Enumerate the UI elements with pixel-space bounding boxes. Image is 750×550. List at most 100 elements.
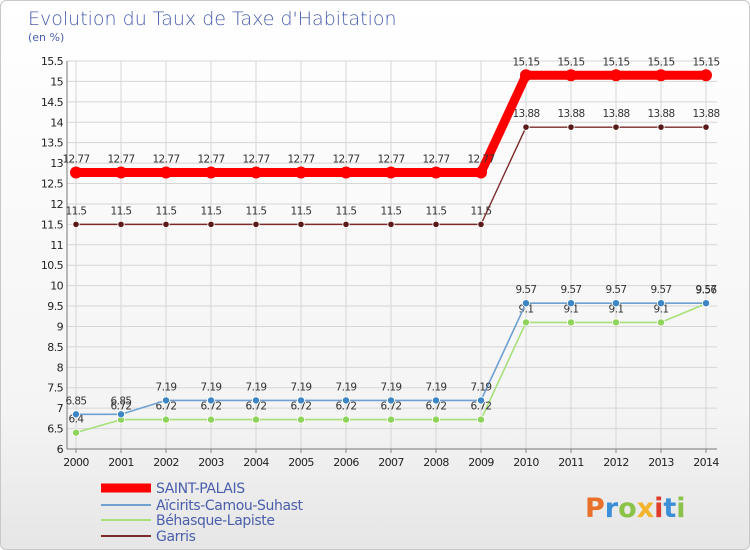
x-tick-label: 2006 — [333, 456, 359, 469]
y-tick-label: 15 — [50, 75, 63, 88]
chart-subtitle: (en %) — [28, 31, 64, 44]
y-tick-label: 12 — [50, 198, 63, 211]
data-label: 12.77 — [62, 153, 89, 165]
data-point — [162, 220, 170, 228]
data-point — [702, 123, 710, 131]
axes: 66.577.588.599.51010.51111.51212.51313.5… — [41, 55, 720, 469]
data-label: 6.72 — [336, 401, 357, 413]
data-point — [702, 299, 711, 308]
y-tick-label: 9.5 — [47, 300, 63, 313]
data-label: 6.72 — [111, 401, 132, 413]
data-label: 9.56 — [696, 285, 718, 297]
data-point — [341, 396, 350, 405]
legend-label: SAINT-PALAIS — [156, 481, 245, 497]
data-point — [475, 166, 487, 179]
data-point — [251, 415, 260, 424]
data-label: 11.5 — [471, 205, 492, 217]
data-point — [567, 318, 576, 327]
data-label: 11.5 — [201, 205, 222, 217]
data-point — [612, 123, 620, 131]
data-label: 11.5 — [291, 205, 312, 217]
data-label: 6.72 — [201, 401, 222, 413]
data-label: 7.19 — [426, 381, 447, 393]
y-tick-label: 10 — [50, 280, 63, 293]
data-point — [341, 415, 350, 424]
data-label: 7.19 — [336, 381, 357, 393]
data-point — [250, 166, 262, 179]
data-label: 12.77 — [377, 153, 404, 165]
data-point — [431, 415, 440, 424]
data-point — [476, 396, 485, 405]
data-point — [431, 396, 440, 405]
data-point — [161, 415, 170, 424]
data-label: 6.85 — [111, 395, 132, 407]
data-point — [72, 428, 81, 437]
logo-letter: o — [618, 493, 637, 524]
data-label: 7.19 — [381, 381, 402, 393]
data-label: 11.5 — [426, 205, 447, 217]
data-label: 12.77 — [422, 153, 449, 165]
series-3: 11.5 11.5 11.5 11.5 11.5 11.5 11.5 11.5 11.5 11.5… — [66, 108, 720, 228]
data-point — [657, 123, 665, 131]
data-point — [385, 166, 397, 179]
y-tick-label: 10.5 — [41, 259, 64, 272]
y-tick-label: 13 — [50, 157, 63, 170]
data-label: 11.5 — [246, 205, 267, 217]
data-point — [72, 220, 80, 228]
data-label: 12.77 — [242, 153, 269, 165]
y-tick-label: 13.5 — [41, 137, 64, 150]
data-label: 6.72 — [291, 401, 312, 413]
x-tick-label: 2002 — [153, 456, 179, 469]
data-label: 15.15 — [512, 56, 539, 68]
y-tick-label: 7.5 — [47, 382, 63, 395]
x-tick-label: 2012 — [603, 456, 629, 469]
data-point — [567, 123, 575, 131]
data-point — [251, 396, 260, 405]
data-label: 9.57 — [606, 284, 627, 296]
data-point — [205, 166, 217, 179]
data-point — [295, 166, 307, 179]
data-point — [610, 69, 622, 82]
x-tick-label: 2013 — [648, 456, 674, 469]
series-0: 12.77 12.77 12.77 12.77 12.77 12.77 12.77 12.77… — [62, 56, 720, 179]
data-label: 11.5 — [381, 205, 402, 217]
data-label: 9.57 — [561, 284, 582, 296]
data-point — [387, 220, 395, 228]
data-point — [432, 220, 440, 228]
data-label: 12.77 — [197, 153, 224, 165]
x-tick-label: 2010 — [513, 456, 539, 469]
data-label: 6.72 — [381, 401, 402, 413]
logo-letter: i — [654, 493, 663, 524]
legend-label: Garris — [156, 529, 196, 545]
data-point — [342, 220, 350, 228]
proxiti-logo: Proxiti — [585, 493, 686, 524]
data-point — [612, 318, 621, 327]
logo-letter: P — [585, 493, 605, 524]
data-point — [117, 220, 125, 228]
x-tick-label: 2009 — [468, 456, 494, 469]
data-point — [522, 318, 531, 327]
data-point — [206, 415, 215, 424]
y-tick-label: 15.5 — [41, 55, 64, 68]
series-group: 6.4 6.72 6.72 6.72 6.72 6.72 6.72 6.72 6.72 6.72 9… — [62, 56, 720, 437]
data-point — [657, 318, 666, 327]
data-label: 6.85 — [66, 395, 87, 407]
data-label: 12.77 — [332, 153, 359, 165]
data-label: 7.19 — [201, 381, 222, 393]
data-point — [70, 166, 82, 179]
data-label: 13.88 — [647, 108, 674, 120]
data-point — [340, 166, 352, 179]
logo-letter: t — [663, 493, 676, 524]
data-label: 13.88 — [602, 108, 629, 120]
data-point — [252, 220, 260, 228]
data-label: 7.19 — [471, 381, 492, 393]
data-label: 15.15 — [692, 56, 719, 68]
legend-label: Aïcirits-Camou-Suhast — [156, 498, 304, 514]
data-point — [520, 69, 532, 82]
data-label: 12.77 — [287, 153, 314, 165]
legend-label: Béhasque-Lapiste — [156, 513, 275, 529]
data-point — [476, 415, 485, 424]
data-label: 9.57 — [516, 284, 537, 296]
series-1: 6.85 6.85 7.19 7.19 7.19 7.19 7.19 7.19 7.19 7.19… — [66, 284, 717, 419]
